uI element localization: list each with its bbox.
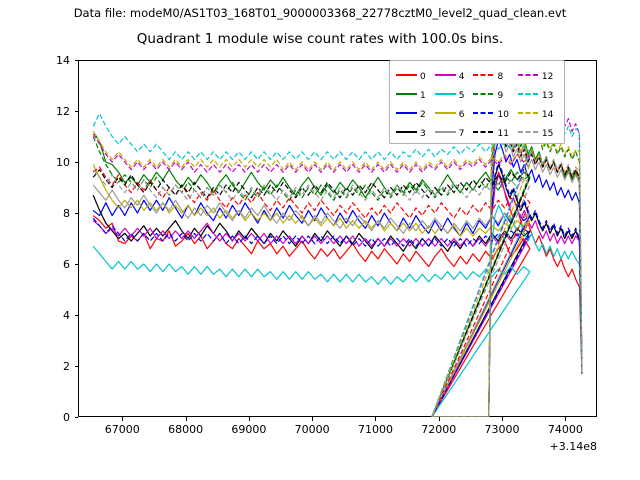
legend-entry-9[interactable]: 9: [471, 83, 515, 102]
legend-row: 1 5 9 13: [394, 83, 560, 102]
y-tick-mark: [74, 417, 78, 418]
y-tick-label: 6: [63, 258, 70, 271]
y-tick-label: 12: [56, 105, 70, 118]
x-tick-mark: [502, 417, 504, 421]
x-tick-label: 74000: [547, 423, 583, 436]
y-tick-label: 0: [63, 411, 70, 424]
legend-entry-8[interactable]: 8: [471, 64, 515, 83]
legend-label: 13: [541, 91, 554, 101]
y-tick-label: 8: [63, 207, 70, 220]
legend-label: 3: [420, 129, 426, 139]
legend-entry-2[interactable]: 2: [394, 102, 433, 121]
legend-entry-15[interactable]: 15: [516, 121, 560, 140]
legend-label: 9: [497, 91, 504, 101]
series-line-11: [92, 123, 583, 417]
series-line-10: [92, 161, 583, 417]
data-file-label: Data file: modeM0/AS1T03_168T01_90000033…: [73, 6, 567, 20]
y-tick-label: 4: [63, 309, 70, 322]
chart-title: Quadrant 1 module wise count rates with …: [136, 31, 504, 47]
legend-entry-4[interactable]: 4: [433, 64, 472, 83]
series-line-3: [92, 163, 583, 417]
legend-row: 2 6 10 14: [394, 102, 560, 121]
legend-entry-6[interactable]: 6: [433, 102, 472, 121]
legend-label: 14: [541, 110, 554, 120]
y-tick-mark: [74, 60, 78, 61]
series-line-6: [92, 118, 583, 417]
x-tick-label: 67000: [104, 423, 140, 436]
legend-label: 8: [497, 72, 504, 82]
x-tick-label: 70000: [294, 423, 330, 436]
y-tick-mark: [74, 162, 78, 163]
x-tick-mark: [248, 417, 250, 421]
x-axis-offset-label: +3.14e8: [549, 440, 597, 453]
chart-lines: [92, 69, 583, 417]
legend-entry-0[interactable]: 0: [394, 64, 433, 83]
x-tick-mark: [565, 417, 567, 421]
x-tick-label: 73000: [484, 423, 520, 436]
y-tick-mark: [74, 366, 78, 367]
legend-label: 12: [541, 72, 554, 82]
x-tick-mark: [375, 417, 377, 421]
legend-row: 0 4 8 12: [394, 64, 560, 83]
legend-label: 4: [458, 72, 465, 82]
legend-label: 15: [541, 129, 554, 139]
legend-entry-5[interactable]: 5: [433, 83, 472, 102]
legend-row: 3 7 11 15: [394, 121, 560, 140]
series-line-4: [92, 174, 583, 417]
y-tick-label: 14: [56, 54, 70, 67]
legend-entry-12[interactable]: 12: [516, 64, 560, 83]
legend-entry-7[interactable]: 7: [433, 121, 472, 140]
x-tick-mark: [185, 417, 187, 421]
legend-label: 10: [497, 110, 509, 120]
legend-label: 0: [420, 72, 426, 82]
legend-label: 5: [458, 91, 465, 101]
x-tick-label: 72000: [421, 423, 457, 436]
legend-table: 0 4 8 12 1 5 9 13 2 6 10 14 3 7 11 15: [394, 64, 560, 140]
legend-entry-10[interactable]: 10: [471, 102, 515, 121]
legend-label: 2: [420, 110, 426, 120]
x-tick-label: 68000: [168, 423, 204, 436]
y-tick-mark: [74, 213, 78, 214]
legend: 0 4 8 12 1 5 9 13 2 6 10 14 3 7 11 15: [389, 60, 566, 144]
legend-entry-11[interactable]: 11: [471, 121, 515, 140]
legend-label: 1: [420, 91, 426, 101]
legend-entry-1[interactable]: 1: [394, 83, 433, 102]
legend-entry-13[interactable]: 13: [516, 83, 560, 102]
x-tick-label: 69000: [231, 423, 267, 436]
series-line-13: [92, 69, 583, 417]
y-tick-mark: [74, 111, 78, 112]
x-tick-label: 71000: [357, 423, 393, 436]
y-tick-label: 2: [63, 360, 70, 373]
series-line-7: [92, 128, 583, 417]
x-tick-mark: [122, 417, 124, 421]
y-tick-mark: [74, 264, 78, 265]
legend-label: 6: [458, 110, 465, 120]
series-line-15: [92, 120, 583, 417]
legend-entry-3[interactable]: 3: [394, 121, 433, 140]
x-tick-mark: [438, 417, 440, 421]
series-line-12: [92, 84, 583, 417]
x-tick-mark: [312, 417, 314, 421]
legend-label: 11: [497, 129, 509, 139]
y-tick-label: 10: [56, 156, 70, 169]
legend-entry-14[interactable]: 14: [516, 102, 560, 121]
legend-label: 7: [458, 129, 465, 139]
y-tick-mark: [74, 315, 78, 316]
